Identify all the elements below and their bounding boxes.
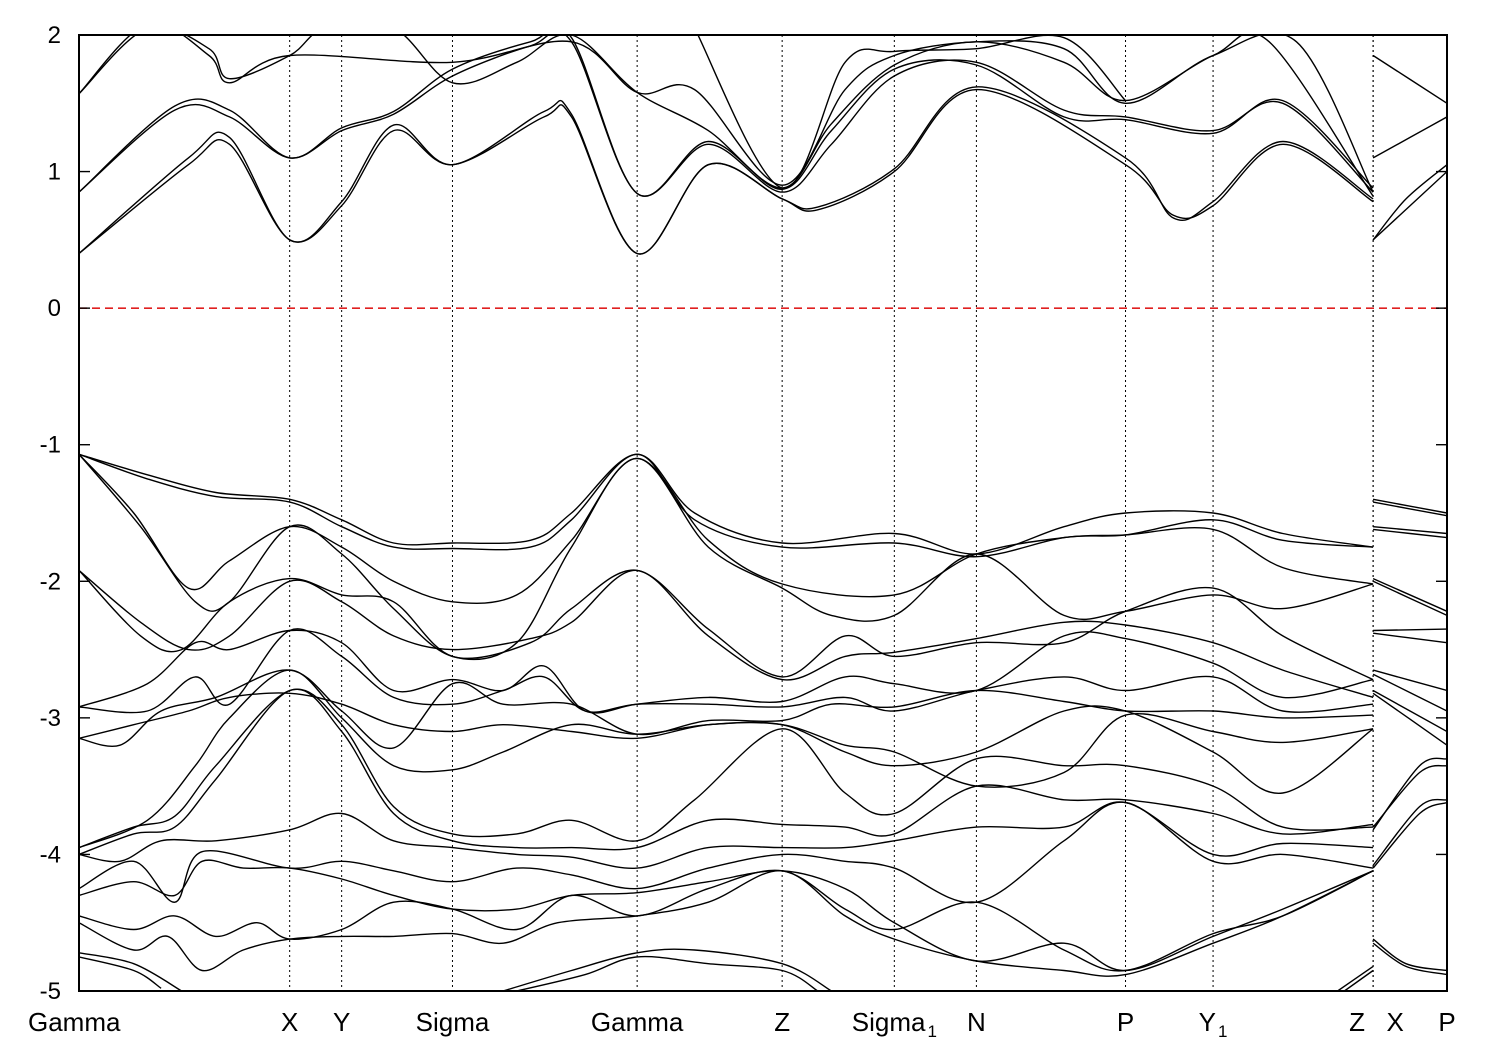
band-46 (1372, 692, 1447, 746)
y-tick-label: -2 (40, 568, 61, 595)
band-47 (1372, 757, 1447, 831)
kpoint-label-2: Y (333, 1007, 350, 1037)
band-48 (1372, 764, 1447, 828)
band-35 (1372, 498, 1447, 514)
kpoint-label-6: Sigma 1 (852, 1007, 937, 1041)
band-16 (79, 692, 1374, 788)
band-37 (1373, 526, 1447, 535)
band-26 (79, 956, 162, 989)
band-11 (79, 569, 1374, 681)
y-tick-label: 0 (48, 295, 61, 322)
band-23 (79, 869, 1374, 972)
band-40 (1372, 580, 1447, 617)
band-4 (79, 35, 1374, 197)
band-41 (1373, 628, 1447, 632)
y-axis-ticks: -5 -4 -3 -2 -1 0 1 2 (40, 22, 1447, 1005)
band-6 (697, 35, 1127, 189)
band-27 (502, 948, 832, 991)
band-20 (79, 801, 1374, 869)
kpoint-label-3: Sigma (416, 1007, 490, 1037)
band-24 (79, 870, 1374, 977)
band-12 (79, 569, 1374, 699)
kpoint-label-0: Gamma (28, 1007, 121, 1037)
band-19 (79, 688, 1374, 856)
band-21 (79, 801, 1374, 904)
x-axis-kpoint-labels: Gamma X Y Sigma Gamma Z Sigma 1 N P Y 1 Z X P (28, 1007, 1456, 1041)
band-50 (1372, 801, 1447, 869)
band-2 (79, 35, 1374, 197)
kpoint-label-4: Gamma (591, 1007, 684, 1037)
band-39 (1372, 577, 1447, 612)
kpoint-label-8: P (1117, 1007, 1134, 1037)
band-28 (516, 955, 819, 991)
y-tick-label: -4 (40, 841, 61, 868)
band-29 (1337, 965, 1374, 991)
band-1 (79, 86, 1374, 255)
band-18 (79, 688, 1374, 849)
band-52 (1372, 942, 1447, 976)
y-tick-label: 2 (48, 22, 61, 49)
y-tick-label: 1 (48, 159, 61, 186)
kpoint-label-11: X (1386, 1007, 1403, 1037)
band-42 (1373, 632, 1447, 644)
band-22 (79, 859, 1374, 972)
band-5 (79, 35, 1374, 193)
band-0 (79, 88, 1374, 255)
band-34 (1372, 164, 1447, 241)
band-44 (1372, 673, 1447, 712)
band-45 (1372, 689, 1447, 733)
kpoint-label-10: Z (1349, 1007, 1365, 1037)
band-32 (1372, 116, 1447, 159)
band-51 (1372, 938, 1447, 972)
band-36 (1372, 501, 1447, 517)
y-tick-label: -3 (40, 705, 61, 732)
kpoint-gridlines (289, 35, 1374, 991)
band-49 (1372, 798, 1447, 866)
band-30 (1343, 969, 1374, 991)
band-33 (1372, 54, 1447, 104)
band-38 (1373, 528, 1447, 539)
band-43 (1372, 669, 1447, 692)
band-25 (79, 952, 182, 991)
band-14 (79, 628, 1374, 714)
band-3 (79, 35, 1374, 197)
kpoint-label-5: Z (774, 1007, 790, 1037)
kpoint-label-12: P (1438, 1007, 1455, 1037)
band-17 (79, 669, 1374, 849)
band-15 (79, 669, 1374, 749)
band-10 (79, 453, 1374, 661)
band-lines (79, 35, 1447, 991)
band-31 (1372, 171, 1447, 241)
y-tick-label: -5 (40, 978, 61, 1005)
band-7 (79, 453, 1374, 555)
plot-frame (78, 34, 1448, 992)
y-tick-label: -1 (40, 432, 61, 459)
kpoint-label-1: X (281, 1007, 298, 1037)
kpoint-label-7: N (967, 1007, 986, 1037)
